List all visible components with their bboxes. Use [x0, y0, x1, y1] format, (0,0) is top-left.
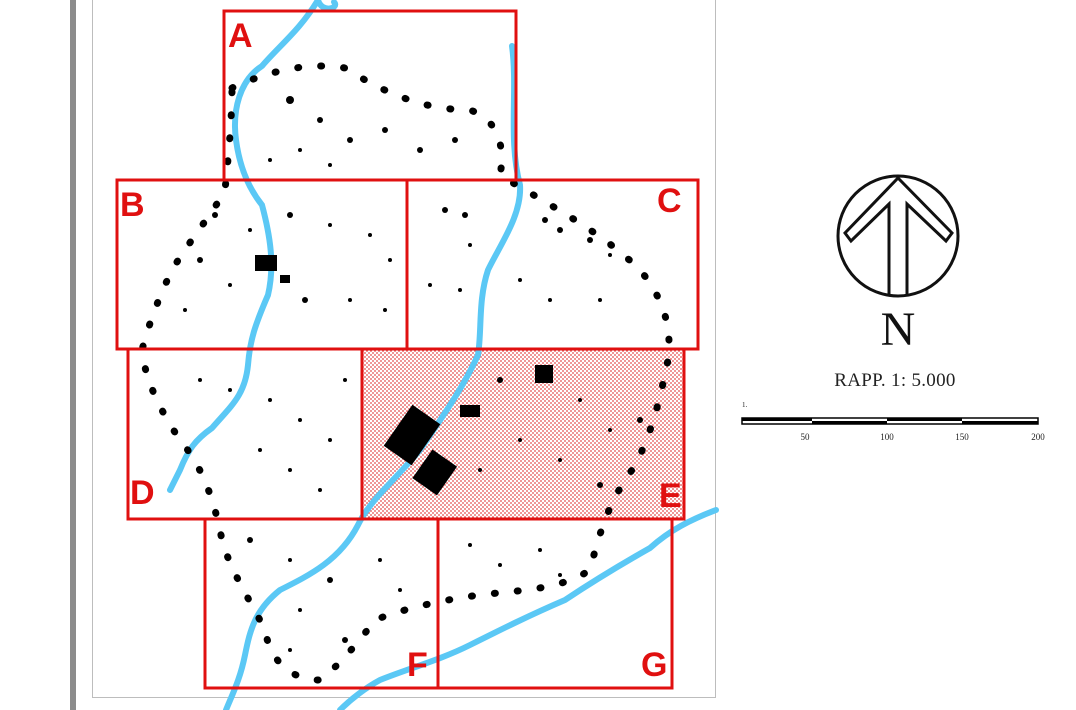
- scale-tick-150: 150: [955, 432, 969, 442]
- scale-tick-100: 100: [880, 432, 894, 442]
- scale-tick-200: 200: [1031, 432, 1045, 442]
- river-main: [167, 0, 339, 493]
- sheet-label-d: D: [130, 474, 155, 512]
- sheet-a-border: [222, 9, 518, 182]
- buildings-layer: [183, 96, 643, 652]
- sheet-g-border: [436, 517, 674, 690]
- scale-zero-label: 1.: [742, 401, 748, 409]
- scale-bar: [741, 417, 1039, 425]
- scale-ratio: RAPP. 1: 5.000: [834, 370, 956, 391]
- north-letter: N: [880, 303, 916, 356]
- sheet-label-f: F: [407, 646, 428, 684]
- sheet-label-b: B: [120, 186, 145, 224]
- map-frame: [92, 0, 716, 698]
- river-east: [337, 507, 719, 710]
- north-arrow-icon: [836, 174, 960, 298]
- sheet-f-border: [203, 517, 440, 690]
- sheet-label-g: G: [641, 646, 667, 684]
- sheet-label-c: C: [657, 182, 682, 220]
- sheet-label-e: E: [659, 477, 682, 515]
- sheet-label-a: A: [228, 17, 253, 55]
- sheet-grid: [115, 9, 700, 690]
- scale-tick-50: 50: [800, 432, 810, 442]
- left-margin-rule: [70, 0, 76, 710]
